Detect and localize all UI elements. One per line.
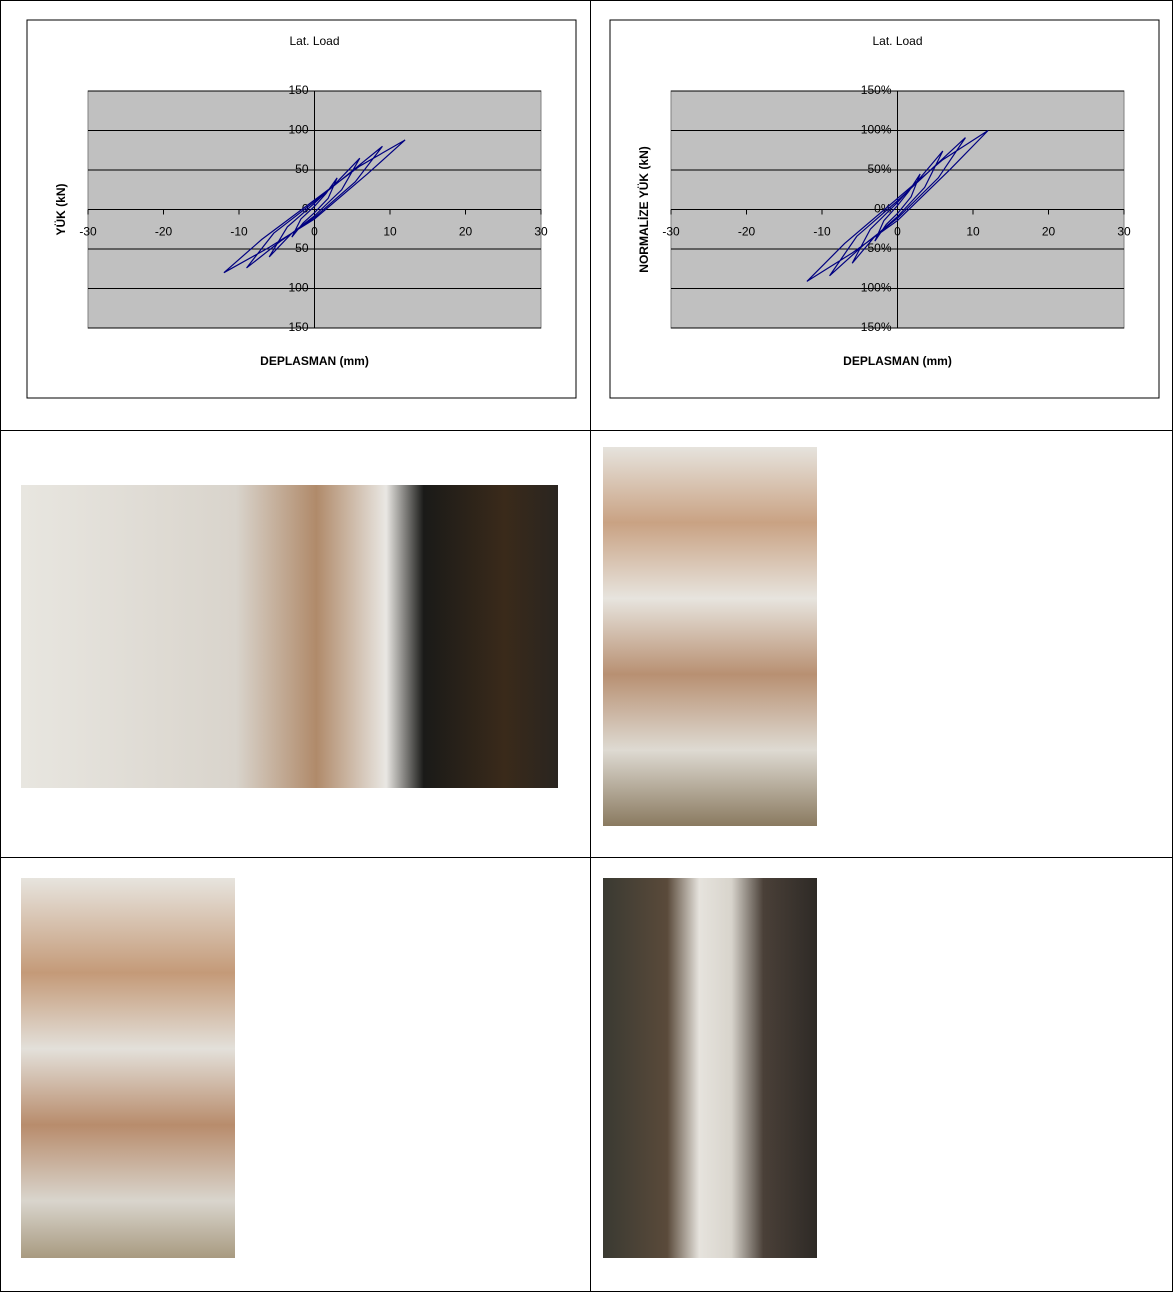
x-axis-label: DEPLASMAN (mm) — [843, 354, 952, 368]
charts: Lat. Load DEPLASMAN (mm) YÜK (kN) -150 -100 -… — [26, 19, 1160, 399]
y-tick-label: 50% — [867, 162, 891, 176]
x-tick-label: 10 — [383, 225, 397, 239]
x-tick-label: -20 — [738, 225, 756, 239]
x-tick-label: 30 — [534, 225, 548, 239]
y-tick-label: 50 — [295, 162, 309, 176]
photo — [603, 878, 817, 1258]
x-tick-label: -20 — [155, 225, 173, 239]
y-axis-label: YÜK (kN) — [53, 183, 68, 235]
y-axis-label: NORMALİZE YÜK (kN) — [636, 146, 651, 272]
x-tick-label: 30 — [1117, 225, 1131, 239]
x-tick-label: -30 — [662, 225, 680, 239]
y-tick-label: 150 — [288, 83, 308, 97]
y-tick-label: -150% — [857, 320, 892, 334]
x-axis-label: DEPLASMAN (mm) — [260, 354, 369, 368]
y-tick-label: -150 — [284, 320, 308, 334]
y-tick-label: -50 — [291, 241, 309, 255]
x-tick-label: 10 — [966, 225, 980, 239]
chart-title: Lat. Load — [289, 34, 339, 48]
data-line — [223, 139, 406, 274]
y-tick-label: -100% — [857, 281, 892, 295]
y-tick-label: -50% — [863, 241, 891, 255]
y-tick-label: -100 — [284, 281, 308, 295]
y-tick-label: 100% — [861, 123, 892, 137]
x-tick-label: 20 — [459, 225, 473, 239]
chart-title: Lat. Load — [872, 34, 922, 48]
x-tick-label: 20 — [1042, 225, 1056, 239]
data-line — [806, 129, 989, 282]
x-tick-label: -10 — [813, 225, 831, 239]
photo — [21, 485, 558, 788]
y-tick-label: 100 — [288, 123, 308, 137]
y-tick-label: 150% — [861, 83, 892, 97]
photo — [21, 878, 235, 1258]
photo — [603, 447, 817, 826]
x-tick-label: -10 — [230, 225, 248, 239]
x-tick-label: -30 — [79, 225, 97, 239]
